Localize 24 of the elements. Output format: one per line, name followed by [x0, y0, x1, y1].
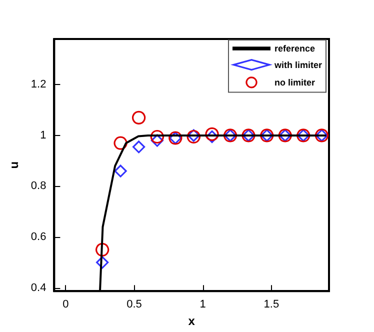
point — [150, 134, 164, 147]
x-axis-title: x — [188, 314, 196, 328]
x-tick-label: 1.5 — [264, 298, 280, 311]
x-tick-label: 0 — [62, 298, 69, 311]
legend-label: reference — [274, 44, 316, 54]
point — [132, 140, 146, 154]
x-tick-label: 0.5 — [126, 298, 142, 311]
point — [150, 130, 164, 144]
point — [96, 242, 110, 257]
point — [132, 110, 146, 124]
legend-label: no limiter — [274, 77, 316, 88]
y-tick-label: 0.6 — [30, 231, 46, 244]
point — [206, 130, 218, 144]
point — [114, 136, 128, 150]
point — [114, 164, 127, 178]
y-tick-label: 0.8 — [30, 180, 46, 192]
y-axis-title: u — [7, 161, 21, 169]
y-tick-label: 1.2 — [30, 78, 46, 91]
point — [96, 256, 109, 269]
y-tick-label: 1 — [40, 129, 46, 142]
y-tick-label: 0.4 — [30, 282, 46, 294]
point — [205, 127, 219, 141]
x-tick-label: 1 — [200, 298, 206, 311]
legend-label: with limiter — [273, 60, 322, 70]
